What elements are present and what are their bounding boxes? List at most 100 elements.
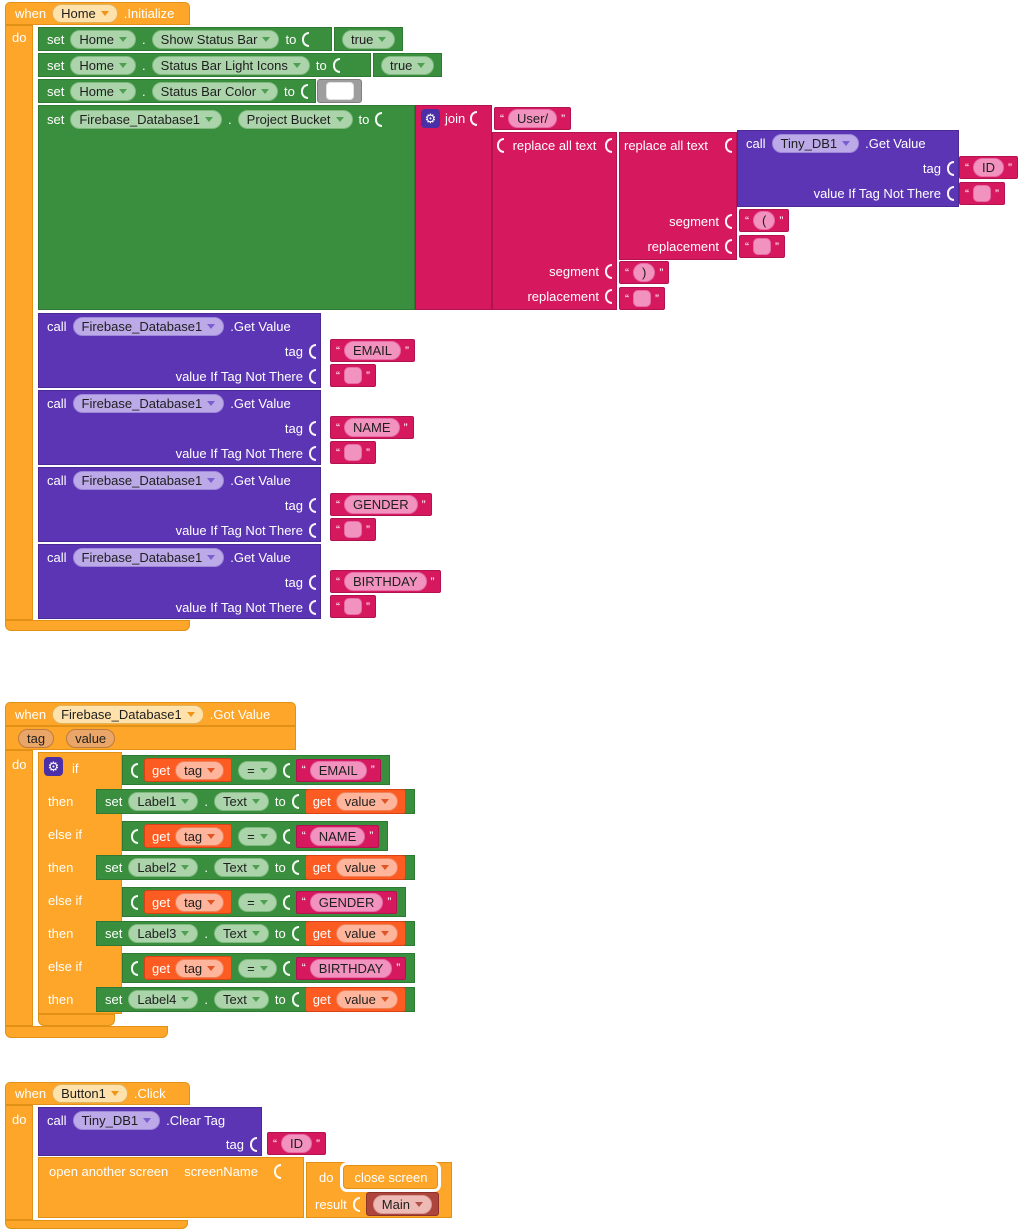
string-value[interactable]: [344, 521, 362, 538]
get-tag-block[interactable]: get tag: [144, 890, 233, 914]
string-value[interactable]: [633, 290, 651, 307]
string-value[interactable]: ID: [973, 158, 1004, 177]
do-result-block[interactable]: do close screen result Main: [306, 1162, 452, 1218]
string-value[interactable]: GENDER: [344, 495, 418, 514]
string-value[interactable]: [344, 444, 362, 461]
variable-dropdown[interactable]: value: [335, 990, 398, 1009]
equals-condition-block[interactable]: get tag = “BIRTHDAY”: [122, 953, 416, 983]
string-value[interactable]: ): [633, 263, 656, 282]
call-tinydb-cleartag-block[interactable]: call Tiny_DB1 .Clear Tag tag: [38, 1107, 262, 1156]
variable-dropdown[interactable]: value: [335, 792, 398, 811]
component-dropdown[interactable]: Firebase_Database1: [72, 548, 225, 567]
operator-dropdown[interactable]: =: [238, 892, 277, 912]
property-dropdown[interactable]: Text: [214, 990, 269, 1009]
set-label-text-block[interactable]: set Label2 . Text to get value: [96, 855, 415, 880]
call-firebase-getvalue-block[interactable]: call Firebase_Database1 .Get Value tag v…: [38, 390, 321, 465]
component-dropdown[interactable]: Firebase_Database1: [70, 109, 223, 129]
string-value[interactable]: EMAIL: [344, 341, 402, 360]
set-show-status-bar-block[interactable]: set Home . Show Status Bar to: [38, 27, 332, 51]
property-dropdown[interactable]: Text: [214, 924, 269, 943]
text-string-block-empty[interactable]: “ ”: [959, 182, 1005, 205]
color-swatch[interactable]: [325, 82, 354, 100]
true-dropdown[interactable]: true: [381, 55, 435, 75]
join-block[interactable]: ⚙ join: [415, 105, 492, 310]
logic-true-block[interactable]: true: [373, 53, 443, 77]
get-value-block[interactable]: get value: [304, 789, 406, 814]
string-value[interactable]: BIRTHDAY: [309, 958, 393, 978]
param-value[interactable]: value: [66, 728, 116, 748]
property-dropdown[interactable]: Text: [214, 792, 269, 811]
call-firebase-getvalue-block[interactable]: call Firebase_Database1 .Get Value tag v…: [38, 544, 321, 619]
component-dropdown[interactable]: Tiny_DB1: [771, 134, 860, 153]
text-string-block-birthday[interactable]: “BIRTHDAY”: [330, 570, 441, 593]
text-string-block-empty[interactable]: “ ”: [619, 287, 665, 310]
text-string-block-empty[interactable]: “ ”: [739, 235, 785, 258]
string-value[interactable]: [344, 367, 362, 384]
call-firebase-getvalue-block[interactable]: call Firebase_Database1 .Get Value tag v…: [38, 313, 321, 388]
component-dropdown[interactable]: Label2: [128, 858, 199, 877]
operator-dropdown[interactable]: =: [238, 958, 277, 978]
text-string-block-id[interactable]: “ ID ”: [959, 156, 1018, 179]
string-value[interactable]: [344, 598, 362, 615]
equals-condition-block[interactable]: get tag = “EMAIL”: [122, 755, 390, 785]
component-dropdown[interactable]: Label3: [128, 924, 199, 943]
text-string-block-close-paren[interactable]: “ ) ”: [619, 261, 670, 284]
text-string-block-name[interactable]: “NAME”: [295, 824, 380, 848]
text-string-block-open-paren[interactable]: “ ( ”: [739, 209, 790, 232]
set-label-text-block[interactable]: set Label1 . Text to get value: [96, 789, 415, 814]
string-value[interactable]: [753, 238, 771, 255]
get-value-block[interactable]: get value: [304, 921, 406, 946]
set-status-bar-light-icons-block[interactable]: set Home . Status Bar Light Icons to: [38, 53, 371, 77]
component-dropdown[interactable]: Firebase_Database1: [52, 704, 204, 724]
text-string-block-email[interactable]: “EMAIL”: [295, 758, 381, 782]
text-string-block-birthday[interactable]: “BIRTHDAY”: [295, 956, 407, 980]
text-string-block-empty[interactable]: “”: [330, 595, 376, 618]
logic-true-block[interactable]: true: [334, 27, 404, 51]
component-dropdown[interactable]: Home: [70, 55, 137, 75]
set-status-bar-color-block[interactable]: set Home . Status Bar Color to: [38, 79, 316, 103]
text-string-block-gender[interactable]: “GENDER”: [330, 493, 432, 516]
component-dropdown[interactable]: Home: [70, 29, 137, 49]
variable-dropdown[interactable]: tag: [175, 958, 225, 978]
property-dropdown[interactable]: Show Status Bar: [151, 29, 280, 49]
block-bottom[interactable]: [5, 1220, 188, 1229]
event-block-button1-click[interactable]: when Button1 .Click: [5, 1082, 190, 1105]
string-value[interactable]: NAME: [344, 418, 400, 437]
text-string-block-empty[interactable]: “”: [330, 441, 376, 464]
component-dropdown[interactable]: Firebase_Database1: [72, 471, 225, 490]
color-block-white[interactable]: [317, 79, 362, 103]
event-block-firebase-gotvalue[interactable]: when Firebase_Database1 .Got Value: [5, 702, 296, 726]
component-dropdown[interactable]: Home: [70, 81, 137, 101]
string-value[interactable]: (: [753, 211, 776, 230]
set-label-text-block[interactable]: set Label3 . Text to get value: [96, 921, 415, 946]
mutator-gear-icon[interactable]: ⚙: [421, 109, 440, 128]
set-project-bucket-block[interactable]: set Firebase_Database1 . Project Bucket …: [38, 105, 415, 310]
property-dropdown[interactable]: Status Bar Light Icons: [151, 55, 310, 75]
text-string-block-gender[interactable]: “GENDER”: [295, 890, 398, 914]
operator-dropdown[interactable]: =: [238, 760, 277, 780]
open-another-screen-block[interactable]: open another screen screenName: [38, 1157, 304, 1218]
component-dropdown[interactable]: Label1: [128, 792, 199, 811]
block-bottom[interactable]: [5, 620, 190, 631]
true-dropdown[interactable]: true: [342, 29, 396, 49]
screen-dropdown[interactable]: Main: [372, 1194, 432, 1214]
variable-dropdown[interactable]: tag: [175, 892, 225, 912]
get-value-block[interactable]: get value: [304, 987, 406, 1012]
call-firebase-getvalue-block[interactable]: call Firebase_Database1 .Get Value tag v…: [38, 467, 321, 542]
text-string-block-email[interactable]: “EMAIL”: [330, 339, 416, 362]
do-spine[interactable]: [5, 25, 33, 620]
replace-all-text-inner-block[interactable]: replace all text segment replacement: [619, 132, 737, 260]
get-tag-block[interactable]: get tag: [144, 824, 233, 848]
variable-dropdown[interactable]: value: [335, 858, 398, 877]
property-dropdown[interactable]: Project Bucket: [237, 109, 353, 129]
text-string-block-empty[interactable]: “”: [330, 518, 376, 541]
component-dropdown[interactable]: Firebase_Database1: [72, 394, 225, 413]
if-block-bottom[interactable]: [38, 1014, 115, 1026]
get-tag-block[interactable]: get tag: [144, 956, 233, 980]
replace-all-text-outer-block[interactable]: replace all text segment replacement: [492, 132, 617, 310]
text-string-block-id[interactable]: “ ID ”: [267, 1132, 326, 1155]
equals-condition-block[interactable]: get tag = “NAME”: [122, 821, 389, 851]
component-dropdown-home[interactable]: Home: [52, 4, 118, 23]
string-value[interactable]: BIRTHDAY: [344, 572, 427, 591]
block-bottom[interactable]: [5, 1026, 168, 1038]
